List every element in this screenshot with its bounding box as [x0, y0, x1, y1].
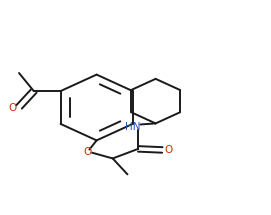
- Text: O: O: [83, 147, 91, 157]
- Text: O: O: [164, 145, 172, 155]
- Text: HN: HN: [125, 122, 140, 132]
- Text: O: O: [8, 103, 17, 113]
